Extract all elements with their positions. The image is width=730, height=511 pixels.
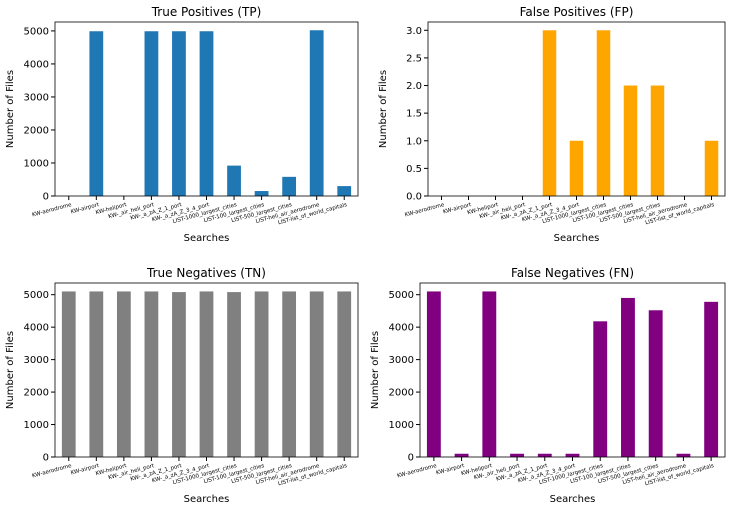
axes-frame — [419, 282, 726, 458]
y-tick-label: 2000 — [389, 388, 414, 399]
bar — [199, 291, 214, 457]
x-axis-label: Searches — [184, 233, 230, 244]
bar — [454, 453, 469, 457]
y-tick-label: 2.0 — [406, 81, 422, 92]
y-tick-label: 0.5 — [406, 164, 422, 175]
y-tick-label: 4000 — [389, 323, 414, 334]
y-tick-label: 0.0 — [406, 192, 422, 203]
y-tick-label: 5000 — [24, 290, 49, 301]
bar — [621, 297, 635, 457]
bar — [199, 31, 214, 196]
y-tick-label: 4000 — [24, 323, 49, 334]
y-tick-label: 1000 — [389, 420, 414, 431]
bar — [593, 321, 608, 457]
y-tick-label: 0 — [408, 453, 414, 464]
bar — [569, 140, 584, 196]
bar — [172, 31, 186, 196]
bar — [537, 453, 552, 457]
y-tick-label: 3000 — [24, 92, 49, 103]
y-axis-label: Number of Files — [5, 70, 16, 148]
chart-title: True Negatives (TN) — [146, 266, 266, 280]
bar — [482, 291, 497, 457]
x-tick-label: KW-aerodrome — [404, 202, 445, 218]
bar — [61, 291, 76, 457]
bar — [254, 291, 269, 457]
bar — [648, 310, 663, 457]
y-tick-label: 2000 — [24, 125, 49, 136]
bar — [89, 31, 104, 196]
x-axis-label: Searches — [550, 494, 596, 505]
bar — [565, 453, 580, 457]
bar — [172, 292, 186, 457]
y-tick-label: 1000 — [24, 420, 49, 431]
chart-title: False Positives (FP) — [520, 5, 634, 19]
y-tick-label: 3.0 — [406, 26, 422, 37]
y-tick-label: 1.0 — [406, 136, 422, 147]
bar — [227, 165, 241, 196]
y-tick-label: 3000 — [24, 355, 49, 366]
y-tick-label: 4000 — [24, 59, 49, 70]
y-tick-label: 1.5 — [406, 109, 422, 120]
y-axis-label: Number of Files — [378, 70, 389, 148]
bar — [282, 176, 297, 196]
bar — [116, 291, 131, 457]
y-tick-label: 1000 — [24, 158, 49, 169]
bar — [510, 453, 524, 457]
bar — [282, 291, 297, 457]
axes-frame — [54, 282, 359, 458]
bar — [337, 186, 352, 196]
bar — [89, 291, 104, 457]
bar — [704, 301, 719, 457]
x-axis-label: Searches — [554, 233, 600, 244]
bar — [650, 85, 665, 196]
axes-frame — [427, 21, 726, 197]
bar — [704, 140, 719, 196]
bar — [426, 291, 441, 457]
y-tick-label: 5000 — [24, 26, 49, 37]
bar — [144, 291, 159, 457]
bar — [309, 30, 324, 196]
y-axis-label: Number of Files — [5, 331, 16, 409]
y-tick-label: 3000 — [389, 355, 414, 366]
bar — [309, 291, 324, 457]
bar — [596, 30, 611, 196]
y-tick-label: 5000 — [389, 290, 414, 301]
bar — [676, 453, 691, 457]
x-tick-label: KW-aerodrome — [32, 202, 73, 218]
axes-frame — [54, 21, 359, 197]
chart-title: True Positives (TP) — [151, 5, 262, 19]
bar — [227, 292, 241, 457]
y-tick-label: 2000 — [24, 388, 49, 399]
bar — [542, 30, 557, 196]
x-axis-label: Searches — [184, 494, 230, 505]
y-tick-label: 0 — [43, 453, 49, 464]
x-tick-label: KW-aerodrome — [32, 463, 73, 479]
chart-title: False Negatives (FN) — [511, 266, 634, 280]
bar — [254, 191, 269, 196]
bar — [337, 291, 352, 457]
y-tick-label: 0 — [43, 192, 49, 203]
y-axis-label: Number of Files — [370, 331, 381, 409]
y-tick-label: 2.5 — [406, 53, 422, 64]
bar — [144, 31, 159, 196]
x-tick-label: KW-aerodrome — [397, 463, 438, 479]
bar — [623, 85, 638, 196]
